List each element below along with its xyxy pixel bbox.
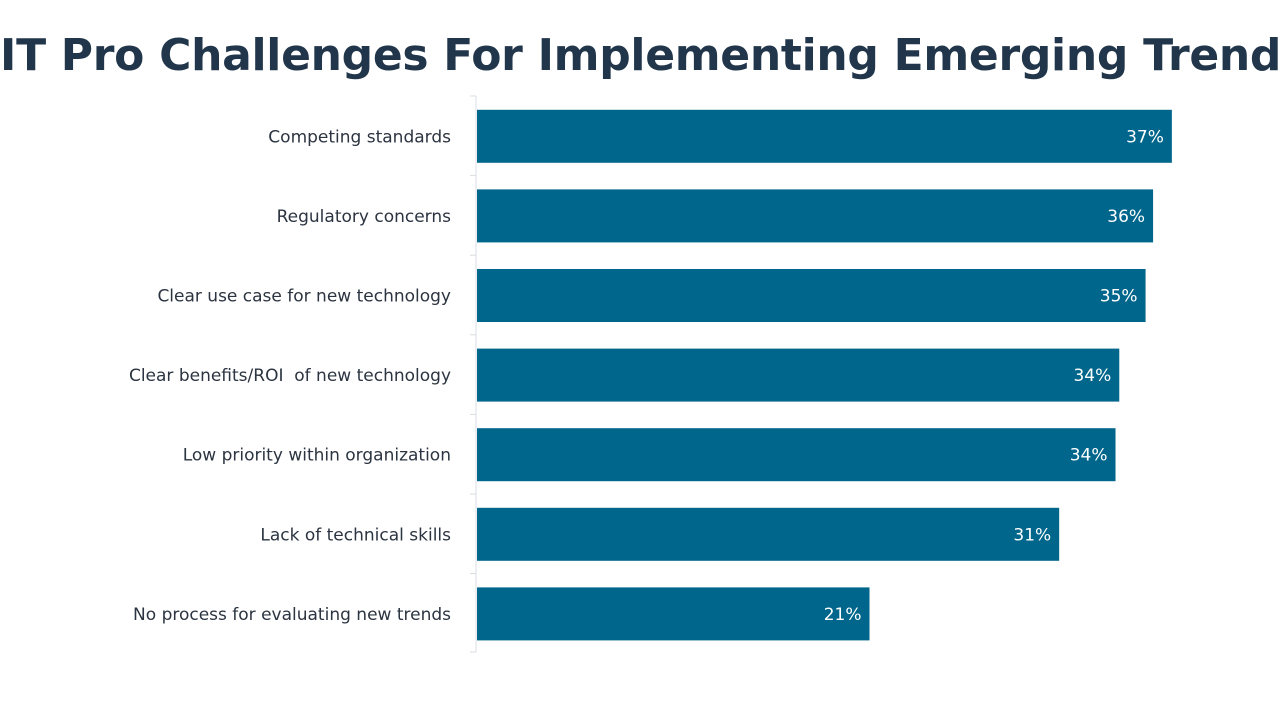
- bar: [477, 189, 1154, 243]
- category-label: Regulatory concerns: [277, 207, 452, 227]
- bar: [477, 109, 1172, 163]
- category-label: Clear use case for new technology: [157, 287, 451, 307]
- data-label: 37%: [1126, 127, 1164, 147]
- labels-layer: Competing standards 37% Regulatory concern…: [129, 127, 1164, 625]
- category-label: Low priority within organization: [183, 446, 451, 466]
- data-label: 35%: [1100, 287, 1138, 307]
- data-label: 34%: [1070, 446, 1108, 466]
- data-label: 21%: [824, 605, 862, 625]
- data-label: 34%: [1073, 366, 1111, 386]
- category-label: Lack of technical skills: [260, 525, 451, 545]
- bar: [477, 587, 870, 641]
- bar: [477, 269, 1146, 322]
- data-label: 31%: [1013, 525, 1051, 545]
- category-label: Competing standards: [268, 127, 451, 147]
- chart-title: IT Pro Challenges For Implementing Emerg…: [0, 30, 1280, 81]
- bar: [477, 507, 1060, 561]
- bar: [477, 348, 1120, 402]
- axis-layer: [470, 95, 477, 653]
- category-label: Clear benefits/ROI of new technology: [129, 366, 451, 386]
- bar: [477, 428, 1116, 482]
- data-label: 36%: [1107, 207, 1145, 227]
- category-label: No process for evaluating new trends: [133, 605, 451, 625]
- bars-layer: [477, 109, 1172, 641]
